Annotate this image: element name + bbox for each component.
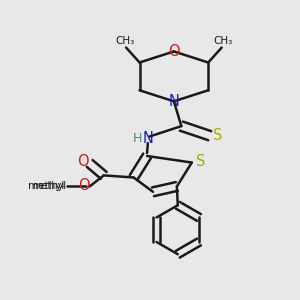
Text: methyl: methyl	[61, 185, 65, 187]
Text: methyl: methyl	[61, 186, 66, 187]
Text: S: S	[196, 154, 206, 169]
Text: methyl: methyl	[28, 181, 64, 191]
Text: O: O	[168, 44, 180, 59]
Text: CH₃: CH₃	[115, 36, 134, 46]
Text: H: H	[133, 133, 142, 146]
Text: N: N	[143, 131, 154, 146]
Text: N: N	[169, 94, 179, 109]
Text: S: S	[212, 128, 222, 143]
Text: methyl: methyl	[32, 181, 66, 190]
Text: O: O	[77, 154, 89, 169]
Text: O: O	[78, 178, 89, 193]
Text: CH₃: CH₃	[214, 36, 233, 46]
